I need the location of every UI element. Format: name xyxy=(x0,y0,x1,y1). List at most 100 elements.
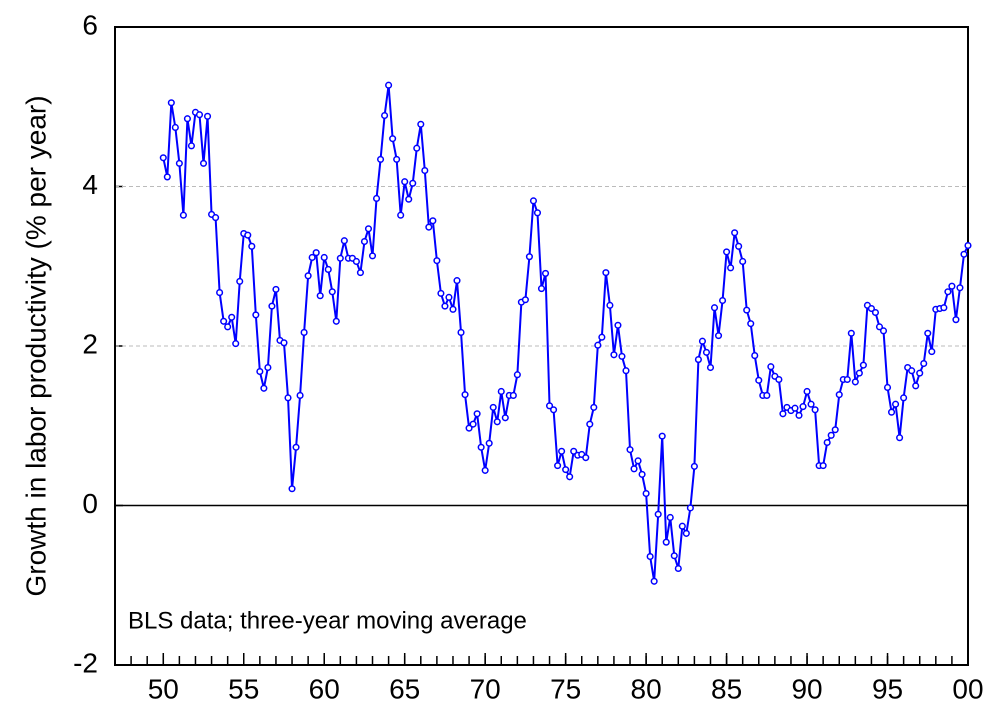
data-point xyxy=(280,339,288,347)
data-point xyxy=(779,410,787,418)
data-point xyxy=(912,382,920,390)
data-point xyxy=(714,332,723,340)
data-point xyxy=(533,209,542,217)
data-point xyxy=(952,316,960,324)
data-point xyxy=(541,269,550,277)
data-point xyxy=(312,249,320,257)
data-point xyxy=(807,400,815,408)
data-point xyxy=(900,394,908,402)
data-point xyxy=(445,293,453,301)
data-point xyxy=(799,403,807,411)
data-point xyxy=(513,371,521,379)
y-tick-label: 4 xyxy=(82,169,98,200)
data-point xyxy=(485,439,493,447)
data-point xyxy=(521,296,529,304)
data-point xyxy=(320,253,328,262)
data-point xyxy=(550,406,558,414)
data-point xyxy=(473,410,481,418)
data-point xyxy=(618,352,626,360)
data-point xyxy=(187,142,195,150)
data-point xyxy=(686,504,694,512)
data-point xyxy=(819,462,827,470)
data-point xyxy=(719,296,727,305)
data-point xyxy=(690,462,698,470)
data-point xyxy=(586,420,594,428)
data-point xyxy=(634,457,642,465)
data-point xyxy=(888,408,896,416)
data-point xyxy=(477,443,485,451)
data-point xyxy=(682,529,690,537)
data-point xyxy=(960,250,968,258)
data-point xyxy=(582,454,590,462)
data-point xyxy=(755,376,763,384)
data-point xyxy=(827,431,835,439)
data-point xyxy=(562,466,570,474)
data-point xyxy=(481,466,489,474)
data-point xyxy=(642,489,650,498)
data-point xyxy=(497,387,505,396)
data-point xyxy=(304,272,312,280)
data-point xyxy=(244,231,252,239)
data-point xyxy=(409,179,417,187)
data-point xyxy=(232,340,240,348)
data-point xyxy=(694,356,702,364)
x-tick-label: 50 xyxy=(148,673,179,704)
data-point xyxy=(570,447,578,455)
data-point xyxy=(630,465,638,473)
data-point xyxy=(340,237,348,245)
data-point xyxy=(626,446,634,454)
data-point xyxy=(594,341,602,349)
data-point xyxy=(835,391,843,399)
data-point xyxy=(356,269,364,277)
data-point xyxy=(727,264,735,272)
data-point xyxy=(851,378,859,386)
data-point xyxy=(767,363,775,371)
data-point xyxy=(646,552,654,561)
data-point xyxy=(489,403,497,411)
data-point xyxy=(751,352,759,360)
data-point xyxy=(622,367,630,375)
data-point xyxy=(916,369,924,377)
data-point xyxy=(554,462,562,470)
data-point xyxy=(199,159,208,167)
data-point xyxy=(501,414,509,422)
data-point xyxy=(449,305,457,313)
data-point xyxy=(928,348,936,356)
data-point xyxy=(509,391,517,399)
data-point xyxy=(465,424,473,432)
data-point xyxy=(529,197,538,205)
data-point xyxy=(875,323,884,331)
data-point xyxy=(393,155,401,163)
data-point xyxy=(867,304,875,313)
data-point xyxy=(831,426,839,434)
data-point xyxy=(224,323,232,331)
data-point xyxy=(441,302,449,310)
data-point xyxy=(372,194,381,203)
data-point xyxy=(360,237,369,246)
data-point xyxy=(332,317,340,325)
data-point xyxy=(678,522,686,530)
data-point xyxy=(654,510,662,518)
x-tick-label: 75 xyxy=(550,673,581,704)
data-point xyxy=(610,351,618,359)
data-point xyxy=(920,359,928,368)
data-point xyxy=(843,375,851,384)
x-tick-label: 55 xyxy=(228,673,259,704)
data-point xyxy=(698,337,706,345)
data-point xyxy=(670,552,678,560)
data-point xyxy=(775,375,783,384)
data-point xyxy=(590,403,598,411)
data-point xyxy=(545,402,554,410)
data-point xyxy=(203,112,212,120)
data-point xyxy=(284,394,292,402)
data-point xyxy=(405,195,413,203)
data-point xyxy=(381,111,389,120)
data-point xyxy=(308,253,316,262)
data-point xyxy=(525,253,533,261)
data-point xyxy=(956,284,964,292)
data-point xyxy=(847,329,855,337)
data-point xyxy=(195,111,204,119)
plot-frame xyxy=(114,26,969,666)
data-point xyxy=(364,225,373,233)
